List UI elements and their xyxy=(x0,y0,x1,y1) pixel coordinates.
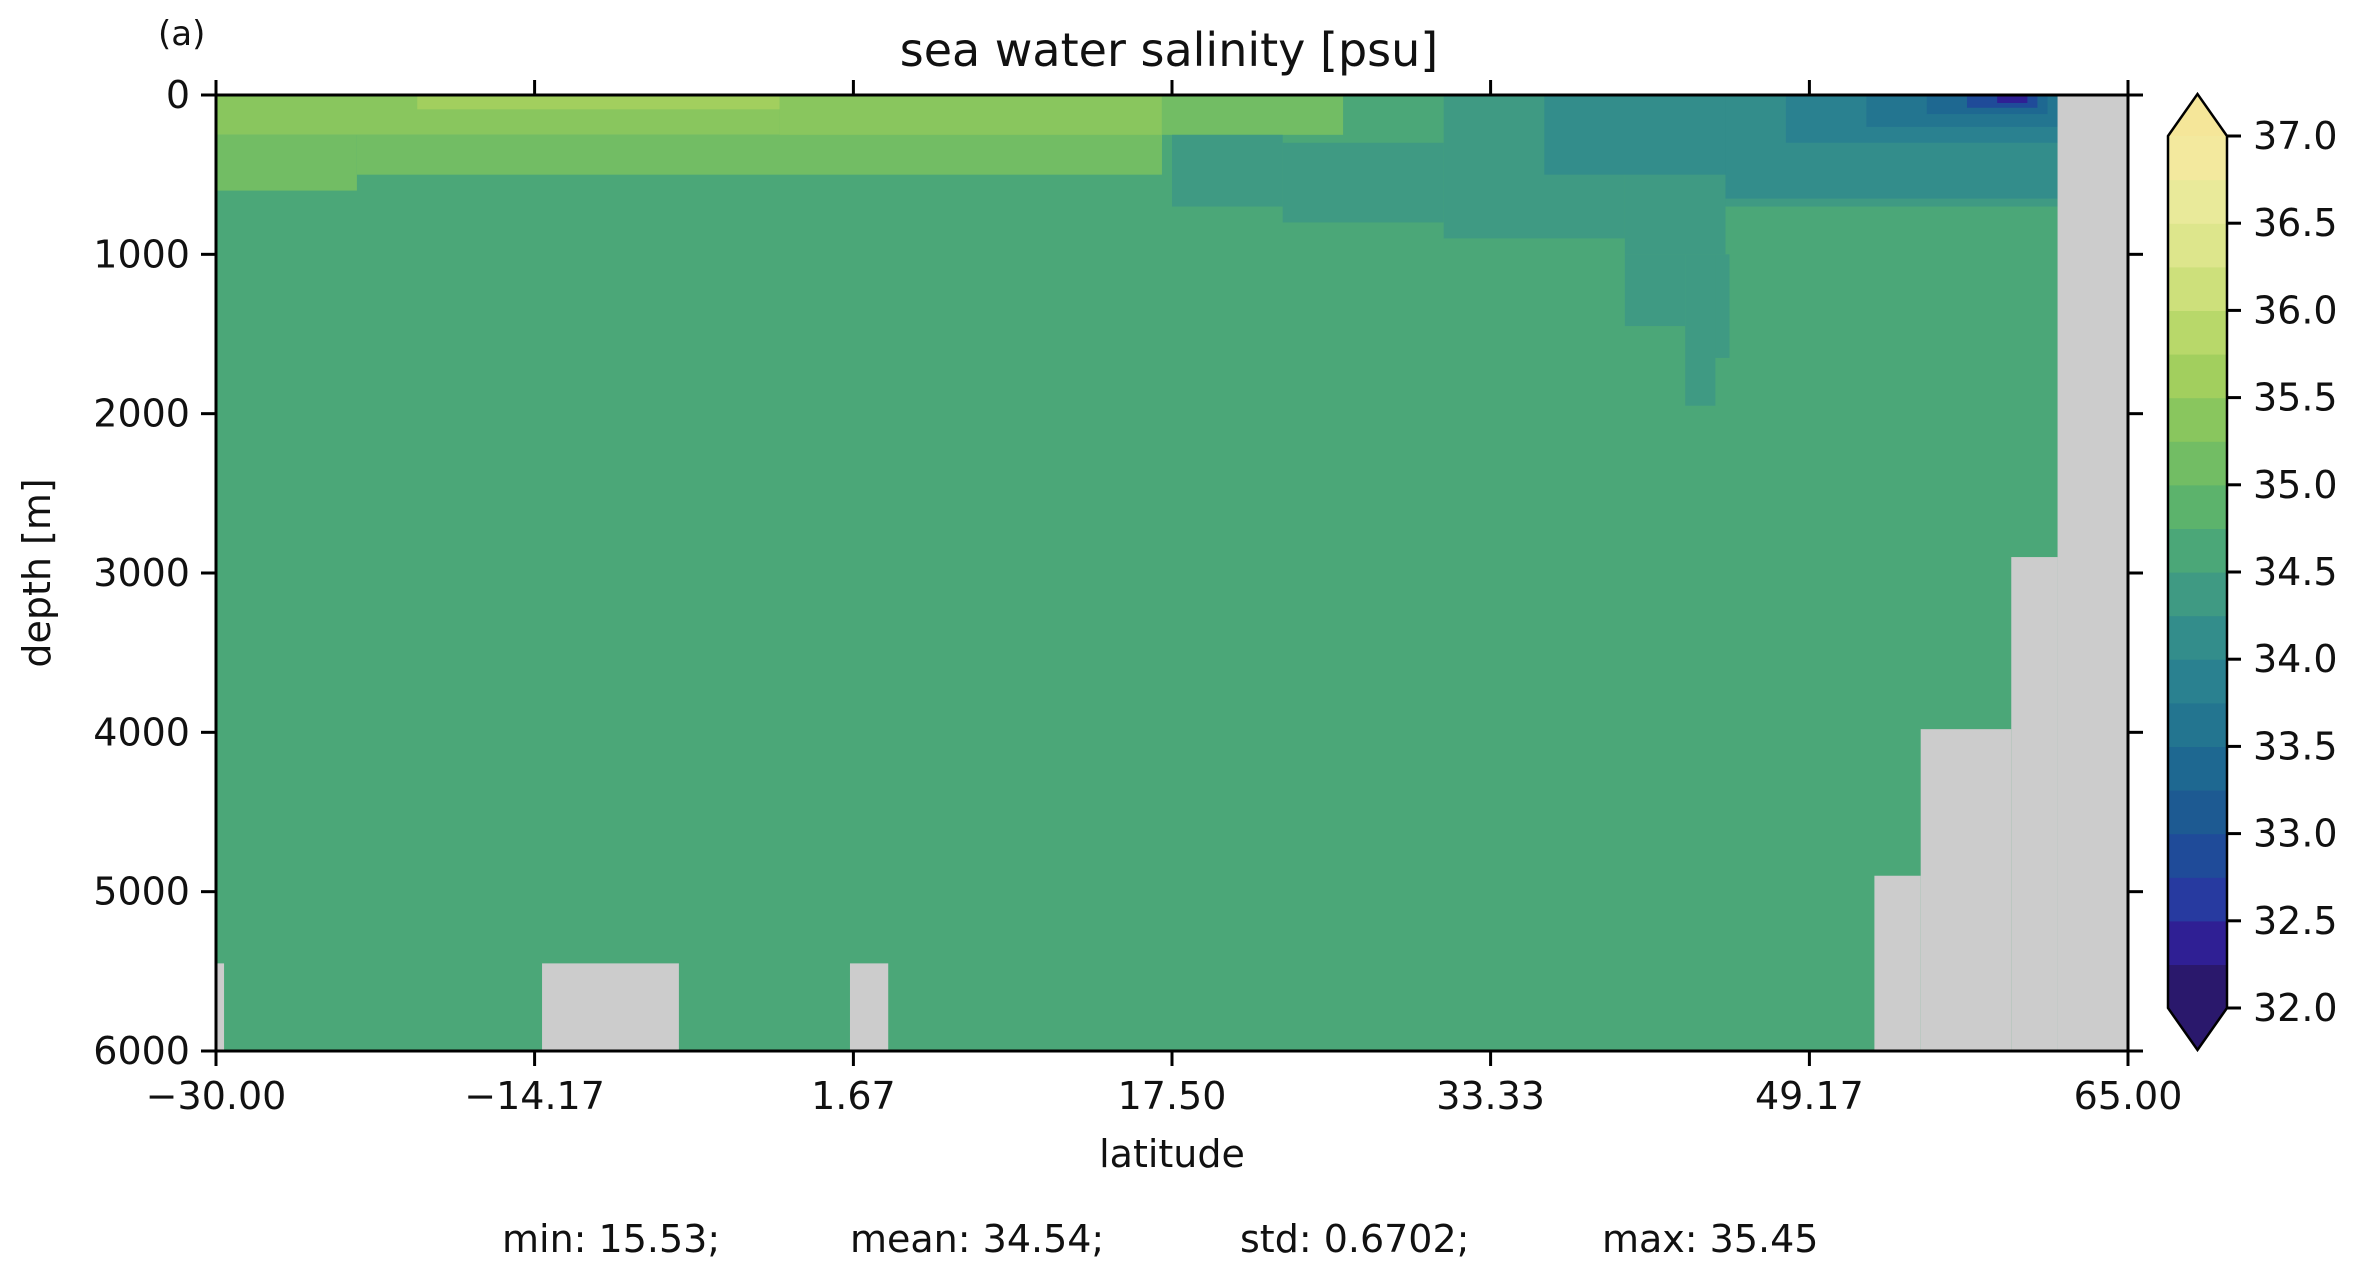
colorbar-extend-max xyxy=(2168,94,2227,136)
stat-std: std: 0.6702; xyxy=(1240,1217,1469,1261)
colorbar-band-18 xyxy=(2168,179,2227,224)
colorbar-tick-label-7: 35.5 xyxy=(2253,376,2338,420)
salinity-cell-14 xyxy=(1544,95,1726,175)
stat-mean: mean: 34.54; xyxy=(850,1217,1104,1261)
colorbar-band-7 xyxy=(2168,659,2227,704)
colorbar-band-11 xyxy=(2168,484,2227,529)
land-block-3 xyxy=(1874,875,1921,1051)
colorbar-tick-label-9: 36.5 xyxy=(2253,201,2338,245)
y-tick-label-5: 5000 xyxy=(93,870,190,914)
salinity-cell-6 xyxy=(1172,134,1283,207)
colorbar-band-1 xyxy=(2168,920,2227,965)
colorbar-band-4 xyxy=(2168,790,2227,835)
colorbar-band-14 xyxy=(2168,354,2227,399)
land-block-5 xyxy=(2011,557,2058,1051)
panel-label: (a) xyxy=(158,14,205,54)
x-axis: −30.00 −14.17 1.67 17.50 33.33 49.17 65.00 xyxy=(146,80,2183,1118)
colorbar-band-8 xyxy=(2168,615,2227,660)
colorbar-tick-label-5: 34.5 xyxy=(2253,550,2338,594)
x-tick-label-2: 1.67 xyxy=(811,1074,896,1118)
salinity-cell-13 xyxy=(1715,254,1730,358)
colorbar-tick-label-0: 32.0 xyxy=(2253,986,2338,1030)
y-tick-label-1: 1000 xyxy=(93,232,190,276)
heatmap-cells xyxy=(216,95,2128,1051)
colorbar-band-2 xyxy=(2168,877,2227,922)
salinity-cell-7 xyxy=(1282,142,1444,223)
x-tick-label-6: 65.00 xyxy=(2074,1074,2183,1118)
colorbar-band-3 xyxy=(2168,833,2227,878)
colorbar-tick-label-4: 34.0 xyxy=(2253,637,2338,681)
colorbar-tick-label-8: 36.0 xyxy=(2253,288,2338,332)
y-tick-label-6: 6000 xyxy=(93,1029,190,1073)
colorbar-band-16 xyxy=(2168,266,2227,311)
colorbar-band-0 xyxy=(2168,964,2227,1009)
salinity-cell-11 xyxy=(1624,254,1686,327)
colorbar-tick-label-1: 32.5 xyxy=(2253,899,2338,943)
chart-title: sea water salinity [psu] xyxy=(900,23,1439,77)
x-tick-label-5: 49.17 xyxy=(1755,1074,1864,1118)
land-mask xyxy=(216,95,2128,1051)
salinity-background xyxy=(216,95,2128,1051)
salinity-cell-3 xyxy=(216,134,357,191)
land-block-1 xyxy=(542,963,679,1051)
colorbar-band-9 xyxy=(2168,572,2227,617)
colorbar-band-5 xyxy=(2168,746,2227,791)
stat-max: max: 35.45 xyxy=(1602,1217,1818,1261)
y-tick-label-2: 2000 xyxy=(93,392,190,436)
x-tick-label-4: 33.33 xyxy=(1436,1074,1545,1118)
x-tick-label-3: 17.50 xyxy=(1118,1074,1227,1118)
y-tick-label-0: 0 xyxy=(166,73,190,117)
colorbar-tick-label-10: 37.0 xyxy=(2253,114,2338,158)
colorbar-band-15 xyxy=(2168,310,2227,355)
colorbar-band-10 xyxy=(2168,528,2227,573)
x-tick-label-1: −14.17 xyxy=(464,1074,605,1118)
y-tick-label-3: 3000 xyxy=(93,551,190,595)
colorbar-tick-label-6: 35.0 xyxy=(2253,463,2338,507)
colorbar-extend-min xyxy=(2168,1008,2227,1050)
x-tick-label-0: −30.00 xyxy=(146,1074,287,1118)
colorbar-band-12 xyxy=(2168,441,2227,486)
salinity-cell-20 xyxy=(1997,95,2028,103)
land-block-4 xyxy=(1920,729,2012,1051)
land-block-2 xyxy=(849,963,889,1051)
colorbar-band-17 xyxy=(2168,223,2227,268)
land-block-6 xyxy=(2057,95,2128,1051)
colorbar-tick-label-2: 33.0 xyxy=(2253,812,2338,856)
y-axis-label: depth [m] xyxy=(15,478,59,667)
colorbar-band-19 xyxy=(2168,136,2227,181)
colorbar-band-13 xyxy=(2168,397,2227,442)
colorbar-tick-label-3: 33.5 xyxy=(2253,724,2338,768)
colorbar-band-6 xyxy=(2168,702,2227,747)
salinity-cell-4 xyxy=(356,134,1162,175)
salinity-cell-12 xyxy=(1685,254,1716,406)
colorbar: 32.0 32.5 33.0 33.5 34.0 34.5 35.0 35.5 36.0 36.5… xyxy=(2166,91,2338,1053)
land-block-0 xyxy=(216,963,225,1051)
y-axis: 0 1000 2000 3000 4000 5000 6000 xyxy=(93,73,2143,1073)
salinity-cell-5 xyxy=(1161,95,1344,135)
stat-min: min: 15.53; xyxy=(502,1217,720,1261)
y-tick-label-4: 4000 xyxy=(93,710,190,754)
x-axis-label: latitude xyxy=(1099,1132,1245,1176)
